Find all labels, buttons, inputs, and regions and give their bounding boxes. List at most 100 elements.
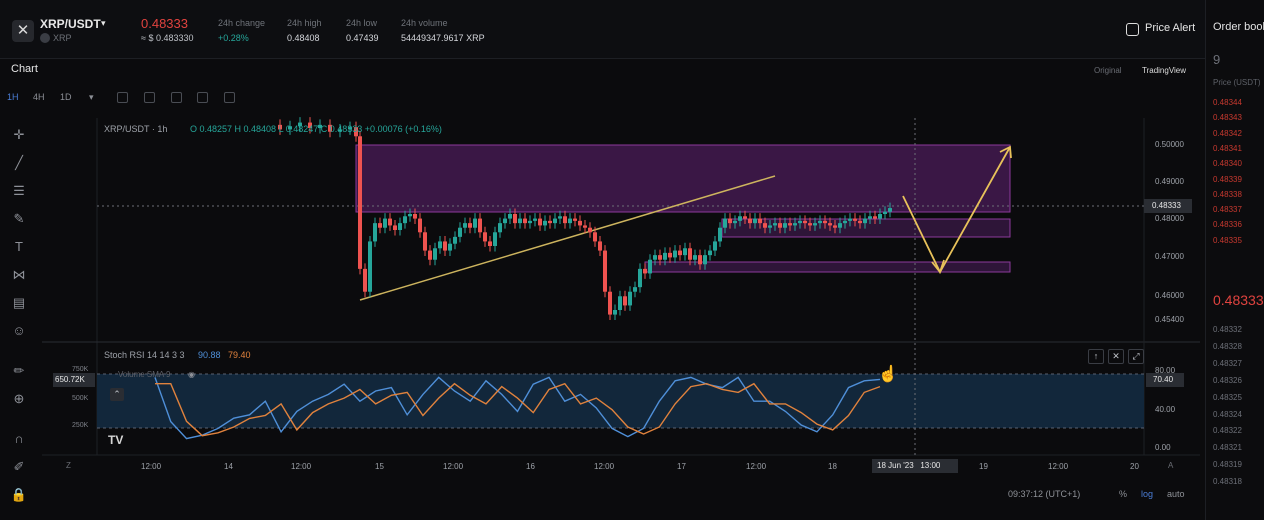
trendline[interactable] xyxy=(359,175,776,301)
price-alert-button[interactable]: Price Alert xyxy=(1145,22,1196,34)
volume-tick: 500K xyxy=(72,395,89,402)
pattern-icon[interactable]: ⋈ xyxy=(12,267,26,282)
time-tick: 14 xyxy=(224,462,233,471)
candle-body xyxy=(373,223,377,242)
orderbook-bid-price[interactable]: 0.48328 xyxy=(1213,341,1242,351)
eye-icon[interactable]: ◉ xyxy=(188,370,195,379)
log-toggle[interactable]: log xyxy=(1141,489,1154,499)
magnet-icon[interactable]: ∩ xyxy=(14,431,24,446)
orderbook-ask-price[interactable]: 0.48344 xyxy=(1213,98,1242,107)
orderbook-bid-price[interactable]: 0.48322 xyxy=(1213,426,1242,436)
volume-tag-bg xyxy=(53,373,95,387)
supply-zone[interactable] xyxy=(355,144,1011,213)
trash-icon[interactable] xyxy=(224,92,235,103)
orderbook-ask-price[interactable]: 0.48342 xyxy=(1213,128,1242,138)
chart-canvas[interactable]: TV xyxy=(0,0,1205,520)
candle-body xyxy=(478,218,482,233)
candle-body xyxy=(808,223,812,226)
measure-icon[interactable]: ✏ xyxy=(13,363,25,378)
crosshair-icon[interactable]: ✛ xyxy=(13,127,25,142)
stat-change-label: 24h change xyxy=(218,18,266,28)
crosshair-time-bg xyxy=(872,459,958,473)
candle-body xyxy=(573,218,577,221)
clock[interactable]: 09:37:12 (UTC+1) xyxy=(1008,489,1081,499)
candle-body xyxy=(398,223,402,230)
view-tradingview-button[interactable]: TradingView xyxy=(1142,66,1187,75)
candle-body xyxy=(818,220,822,224)
orderbook-bid-price[interactable]: 0.48324 xyxy=(1213,409,1242,419)
candle-body xyxy=(843,220,847,224)
scroll-right-icon[interactable]: A xyxy=(1168,461,1174,470)
candle-body xyxy=(738,216,742,221)
orderbook-bid-price[interactable]: 0.48321 xyxy=(1213,443,1242,453)
orderbook-bid-price[interactable]: 0.48327 xyxy=(1213,358,1242,368)
timeframe-4h[interactable]: 4H xyxy=(33,92,45,102)
candle-body xyxy=(553,218,557,224)
lock-icon[interactable]: 🔒 xyxy=(10,487,28,502)
zoom-icon[interactable]: ⊕ xyxy=(13,391,25,406)
order-book-title[interactable]: Order book xyxy=(1213,21,1264,33)
orderbook-ask-price[interactable]: 0.48336 xyxy=(1213,220,1242,230)
candle-body xyxy=(663,252,667,260)
orderbook-ask-price[interactable]: 0.48341 xyxy=(1213,143,1242,153)
chart-toolbar: 1H 4H 1D ▾ xyxy=(0,92,1205,108)
collapse-icon[interactable]: ⌃ xyxy=(110,388,124,401)
orderbook-ask-price[interactable]: 0.48343 xyxy=(1213,113,1242,123)
alarm-icon[interactable] xyxy=(1126,23,1139,36)
candle-body xyxy=(473,218,477,228)
orderbook-ask-price[interactable]: 0.48340 xyxy=(1213,159,1242,169)
auto-toggle[interactable]: auto xyxy=(1167,489,1185,499)
horizontal-lines-icon[interactable]: ☰ xyxy=(13,183,25,198)
orderbook-depth-icon[interactable]: 9 xyxy=(1213,52,1221,67)
price-tick: 0.50000 xyxy=(1155,140,1184,149)
orderbook-ask-price[interactable]: 0.48338 xyxy=(1213,189,1242,199)
maximize-pane-icon[interactable]: ⤢ xyxy=(1128,349,1144,364)
candle-body xyxy=(873,216,877,219)
candle-body xyxy=(448,243,452,251)
indicator-label[interactable]: Stoch RSI 14 14 3 3 xyxy=(104,350,185,360)
orderbook-bid-price[interactable]: 0.48319 xyxy=(1213,460,1242,470)
indicators-icon[interactable] xyxy=(117,92,128,103)
timeframe-1h[interactable]: 1H xyxy=(7,92,19,102)
orderbook-ask-price[interactable]: 0.48337 xyxy=(1213,205,1242,215)
candle-body xyxy=(298,122,302,127)
orderbook-bid-price[interactable]: 0.48326 xyxy=(1213,375,1242,385)
orderbook-ask-price[interactable]: 0.48339 xyxy=(1213,174,1242,184)
camera-icon[interactable] xyxy=(171,92,182,103)
candle-body xyxy=(883,211,887,214)
projection-arrow-down xyxy=(931,259,945,274)
time-tick: 12:00 xyxy=(746,462,767,471)
candle-body xyxy=(443,241,447,251)
candle-body xyxy=(403,216,407,224)
smile-icon[interactable]: ☺ xyxy=(12,323,26,338)
brush-icon[interactable]: ✎ xyxy=(13,211,25,226)
orderbook-bid-price[interactable]: 0.48325 xyxy=(1213,392,1242,402)
symbol-name[interactable]: XRP/USDT xyxy=(40,17,101,31)
orderbook-bid-price[interactable]: 0.48332 xyxy=(1213,325,1242,334)
close-icon[interactable]: ✕ xyxy=(12,20,34,42)
timeframe-dropdown-icon[interactable]: ▾ xyxy=(89,92,94,102)
candle-body xyxy=(693,255,697,260)
orderbook-bid-price[interactable]: 0.48318 xyxy=(1213,477,1242,487)
candle-body xyxy=(678,250,682,256)
candle-body xyxy=(783,223,787,228)
lock-drawing-icon[interactable]: ✐ xyxy=(13,459,25,474)
candle-body xyxy=(583,225,587,228)
percent-toggle[interactable]: % xyxy=(1119,489,1128,499)
candle-body xyxy=(813,223,817,226)
orderbook-ask-price[interactable]: 0.48335 xyxy=(1213,235,1242,245)
chart-type-icon[interactable] xyxy=(144,92,155,103)
text-icon[interactable]: T xyxy=(15,239,23,254)
view-original-button[interactable]: Original xyxy=(1094,66,1122,75)
timeframe-1d[interactable]: 1D xyxy=(60,92,72,102)
ruler-box-icon[interactable]: ▤ xyxy=(12,295,26,310)
chevron-down-icon[interactable]: ▾ xyxy=(101,18,106,28)
candle-body xyxy=(408,214,412,217)
zoom-z-icon[interactable]: Z xyxy=(66,461,71,470)
close-pane-icon[interactable]: ✕ xyxy=(1108,349,1124,364)
trendline-icon[interactable]: ╱ xyxy=(15,155,23,170)
fullscreen-icon[interactable] xyxy=(197,92,208,103)
candle-body xyxy=(713,241,717,251)
arrow-up-icon[interactable]: ↑ xyxy=(1088,349,1104,364)
time-tick: 18 xyxy=(828,462,837,471)
